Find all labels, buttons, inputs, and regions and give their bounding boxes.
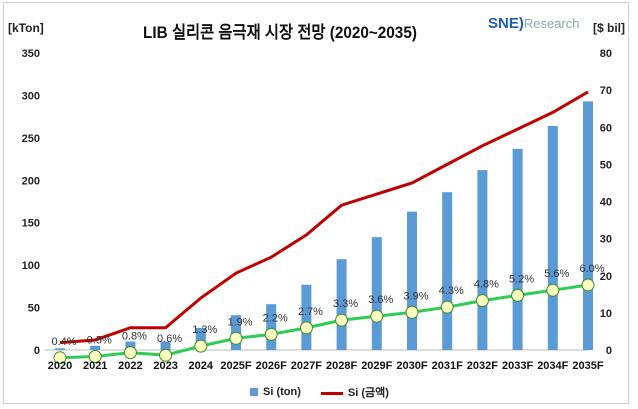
share-label: 5.6%: [544, 268, 569, 280]
x-tick-label: 2024: [189, 360, 214, 372]
bar-2024: [195, 327, 206, 350]
left-tick-label: 50: [28, 303, 40, 315]
bar-2023: [160, 341, 171, 350]
share-label: 0.4%: [51, 336, 76, 348]
share-marker-2030F: [405, 305, 419, 319]
chart-title: LIB 실리콘 음극재 시장 전망 (2020~2035): [143, 23, 417, 42]
left-tick-label: 300: [22, 90, 40, 102]
right-axis-unit: [$ bil]: [593, 21, 625, 35]
share-label: 1.9%: [227, 316, 252, 328]
right-tick-label: 40: [600, 197, 612, 209]
share-label: 0.6%: [157, 333, 182, 345]
bar-2028F: [336, 259, 347, 350]
x-tick-label: 2029F: [361, 360, 392, 372]
bar-2031F: [442, 192, 453, 350]
left-tick-label: 100: [22, 260, 40, 272]
right-tick-label: 20: [600, 271, 612, 283]
bar-2026F: [266, 304, 277, 350]
x-tick-label: 2028F: [326, 360, 357, 372]
right-tick-label: 60: [600, 122, 612, 134]
value-line: [59, 90, 589, 345]
bar-2033F: [512, 148, 523, 350]
share-marker-2034F: [546, 283, 560, 297]
share-label: 0.5%: [87, 335, 112, 347]
legend-swatch-line: [320, 391, 343, 395]
left-tick-label: 0: [34, 345, 40, 357]
share-marker-2022: [123, 346, 137, 360]
share-marker-2035F: [581, 278, 595, 292]
chart-frame: [3, 2, 629, 404]
x-tick-label: 2031F: [432, 360, 463, 372]
right-tick-label: 50: [600, 159, 612, 171]
bar-2022: [125, 341, 136, 350]
share-marker-2023: [159, 348, 173, 362]
share-label: 3.9%: [403, 290, 428, 302]
share-label: 2.2%: [263, 312, 288, 324]
share-marker-2027F: [299, 321, 313, 335]
left-tick-label: 350: [22, 48, 40, 60]
x-tick-label: 2033F: [502, 360, 533, 372]
x-tick-label: 2027F: [291, 360, 322, 372]
share-label: 0.8%: [122, 331, 147, 343]
right-tick-label: 0: [606, 345, 612, 357]
x-tick-label: 2023: [153, 360, 177, 372]
legend-swatch-bar: [250, 388, 258, 397]
x-tick-label: 2035F: [572, 360, 603, 372]
x-tick-label: 2025F: [220, 360, 251, 372]
share-line: [59, 283, 589, 360]
left-tick-label: 150: [22, 218, 40, 230]
share-marker-2025F: [229, 331, 243, 345]
bar-2035F: [583, 101, 593, 351]
x-tick-label: 2034F: [537, 360, 568, 372]
share-marker-2031F: [440, 300, 454, 314]
share-label: 1.3%: [192, 324, 217, 336]
legend-item-si-value: Si (금액): [320, 384, 389, 400]
share-marker-2020: [53, 351, 67, 365]
bar-2030F: [407, 211, 417, 350]
x-tick-label: 2022: [118, 360, 142, 372]
share-label: 4.3%: [439, 285, 464, 297]
bar-2032F: [477, 170, 488, 350]
bar-2027F: [301, 284, 312, 350]
left-axis-unit: [kTon]: [8, 21, 44, 35]
x-tick-label: 2020: [48, 360, 72, 372]
x-tick-label: 2032F: [467, 360, 498, 372]
x-tick-label: 2026F: [256, 360, 287, 372]
share-marker-2026F: [264, 327, 278, 341]
right-tick-label: 30: [600, 234, 612, 246]
right-tick-label: 10: [600, 308, 612, 320]
share-label: 6.0%: [579, 263, 604, 275]
bar-2021: [90, 345, 101, 350]
left-tick-label: 200: [22, 175, 40, 187]
share-label: 4.8%: [474, 279, 499, 291]
left-tick-label: 250: [22, 133, 40, 145]
bar-2020: [55, 348, 65, 350]
share-label: 3.6%: [368, 294, 393, 306]
legend: Si (ton) Si (금액): [250, 384, 389, 400]
x-tick-label: 2030F: [396, 360, 427, 372]
share-marker-2032F: [475, 294, 489, 308]
right-tick-label: 70: [600, 85, 612, 97]
bar-2034F: [547, 125, 558, 350]
share-marker-2021: [88, 350, 102, 363]
right-tick-label: 80: [600, 48, 612, 60]
share-label: 2.7%: [298, 306, 323, 318]
bar-2029F: [371, 237, 382, 350]
sne-research-logo: SNE)Research: [488, 15, 580, 32]
x-tick-label: 2021: [83, 360, 107, 372]
share-marker-2033F: [511, 288, 525, 302]
legend-item-si-ton: Si (ton): [250, 386, 301, 398]
share-marker-2029F: [370, 309, 384, 323]
share-label: 5.2%: [509, 273, 534, 285]
share-marker-2024: [194, 339, 208, 353]
share-marker-2028F: [335, 313, 349, 327]
share-label: 3.3%: [333, 298, 358, 310]
